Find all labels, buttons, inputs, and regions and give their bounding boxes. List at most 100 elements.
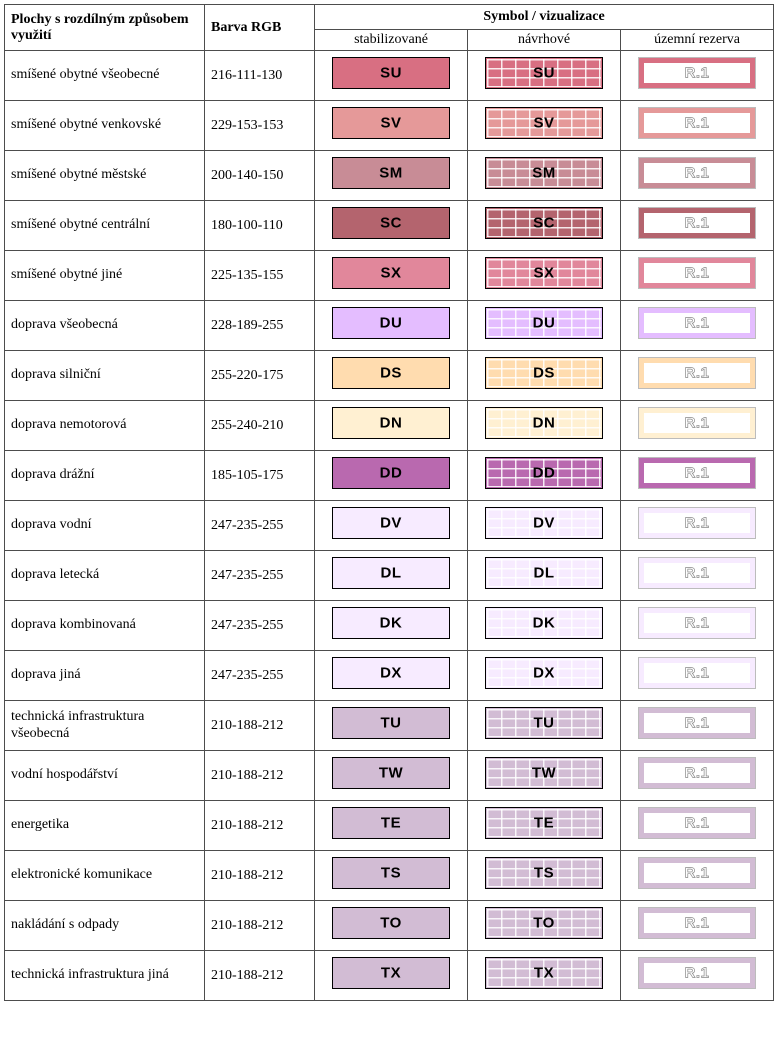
proposed-swatch: DK [485,607,603,639]
swatch-code: TO [333,915,449,932]
proposed-cell: SX [468,251,621,301]
area-name: doprava jiná [5,651,205,701]
reserve-cell: R.1 [621,351,774,401]
reserve-swatch: R.1 [638,907,756,939]
reserve-cell: R.1 [621,101,774,151]
swatch-code: TW [333,765,449,782]
table-row: smíšené obytné všeobecné216-111-130SUSUR… [5,51,774,101]
stabilized-cell: DD [315,451,468,501]
table-row: doprava letecká247-235-255DLDLR.1 [5,551,774,601]
reserve-cell: R.1 [621,401,774,451]
header-name: Plochy s rozdílným způsobem využití [5,5,205,51]
reserve-cell: R.1 [621,701,774,751]
swatch-code: SX [333,265,449,282]
swatch-code: TX [486,965,602,982]
stabilized-cell: DX [315,651,468,701]
swatch-code: TX [333,965,449,982]
grid-overlay [487,159,601,187]
stabilized-cell: SU [315,51,468,101]
rgb-value: 216-111-130 [205,51,315,101]
swatch-code: DS [333,365,449,382]
table-row: doprava kombinovaná247-235-255DKDKR.1 [5,601,774,651]
swatch-code: SM [333,165,449,182]
reserve-border [639,58,755,88]
area-name: doprava nemotorová [5,401,205,451]
area-name: technická infrastruktura všeobecná [5,701,205,751]
swatch-code: DD [333,465,449,482]
proposed-cell: DU [468,301,621,351]
swatch-code: TE [486,815,602,832]
grid-overlay [487,359,601,387]
subheader-stabilized: stabilizované [315,30,468,51]
grid-overlay [487,559,601,587]
rgb-value: 255-220-175 [205,351,315,401]
proposed-swatch: DN [485,407,603,439]
reserve-swatch: R.1 [638,157,756,189]
reserve-border [639,108,755,138]
legend-table: Plochy s rozdílným způsobem využití Barv… [4,4,774,1001]
reserve-swatch: R.1 [638,57,756,89]
rgb-value: 180-100-110 [205,201,315,251]
swatch-code: DV [486,515,602,532]
proposed-swatch: DU [485,307,603,339]
swatch-code: DU [486,315,602,332]
proposed-cell: TW [468,751,621,801]
swatch-code: SV [333,115,449,132]
proposed-cell: SM [468,151,621,201]
reserve-swatch: R.1 [638,257,756,289]
rgb-value: 247-235-255 [205,601,315,651]
proposed-swatch: DL [485,557,603,589]
area-name: smíšené obytné jiné [5,251,205,301]
stabilized-cell: TO [315,901,468,951]
proposed-swatch: SM [485,157,603,189]
area-name: energetika [5,801,205,851]
area-name: smíšené obytné centrální [5,201,205,251]
swatch-code: DL [486,565,602,582]
stabilized-swatch: DL [332,557,450,589]
table-row: technická infrastruktura všeobecná210-18… [5,701,774,751]
table-row: doprava jiná247-235-255DXDXR.1 [5,651,774,701]
stabilized-cell: DU [315,301,468,351]
reserve-swatch: R.1 [638,507,756,539]
stabilized-swatch: DS [332,357,450,389]
table-row: elektronické komunikace210-188-212TSTSR.… [5,851,774,901]
legend-body: smíšené obytné všeobecné216-111-130SUSUR… [5,51,774,1001]
proposed-swatch: DV [485,507,603,539]
rgb-value: 210-188-212 [205,851,315,901]
stabilized-swatch: DN [332,407,450,439]
stabilized-swatch: TO [332,907,450,939]
grid-overlay [487,259,601,287]
swatch-code: TS [486,865,602,882]
stabilized-swatch: TW [332,757,450,789]
proposed-cell: DD [468,451,621,501]
swatch-code: DS [486,365,602,382]
area-name: doprava kombinovaná [5,601,205,651]
reserve-swatch: R.1 [638,807,756,839]
swatch-code: SX [486,265,602,282]
stabilized-cell: TX [315,951,468,1001]
reserve-border [639,458,755,488]
grid-overlay [487,109,601,137]
reserve-border [639,358,755,388]
stabilized-swatch: DK [332,607,450,639]
proposed-cell: TS [468,851,621,901]
proposed-swatch: DS [485,357,603,389]
reserve-swatch: R.1 [638,357,756,389]
reserve-border [639,908,755,938]
reserve-border [639,308,755,338]
reserve-border [639,658,755,688]
table-row: vodní hospodářství210-188-212TWTWR.1 [5,751,774,801]
grid-overlay [487,959,601,987]
reserve-cell: R.1 [621,801,774,851]
stabilized-cell: DK [315,601,468,651]
proposed-cell: DL [468,551,621,601]
stabilized-cell: TU [315,701,468,751]
reserve-cell: R.1 [621,751,774,801]
stabilized-swatch: TU [332,707,450,739]
area-name: doprava silniční [5,351,205,401]
stabilized-swatch: SU [332,57,450,89]
proposed-swatch: TO [485,907,603,939]
swatch-code: TU [333,715,449,732]
rgb-value: 247-235-255 [205,651,315,701]
grid-overlay [487,809,601,837]
